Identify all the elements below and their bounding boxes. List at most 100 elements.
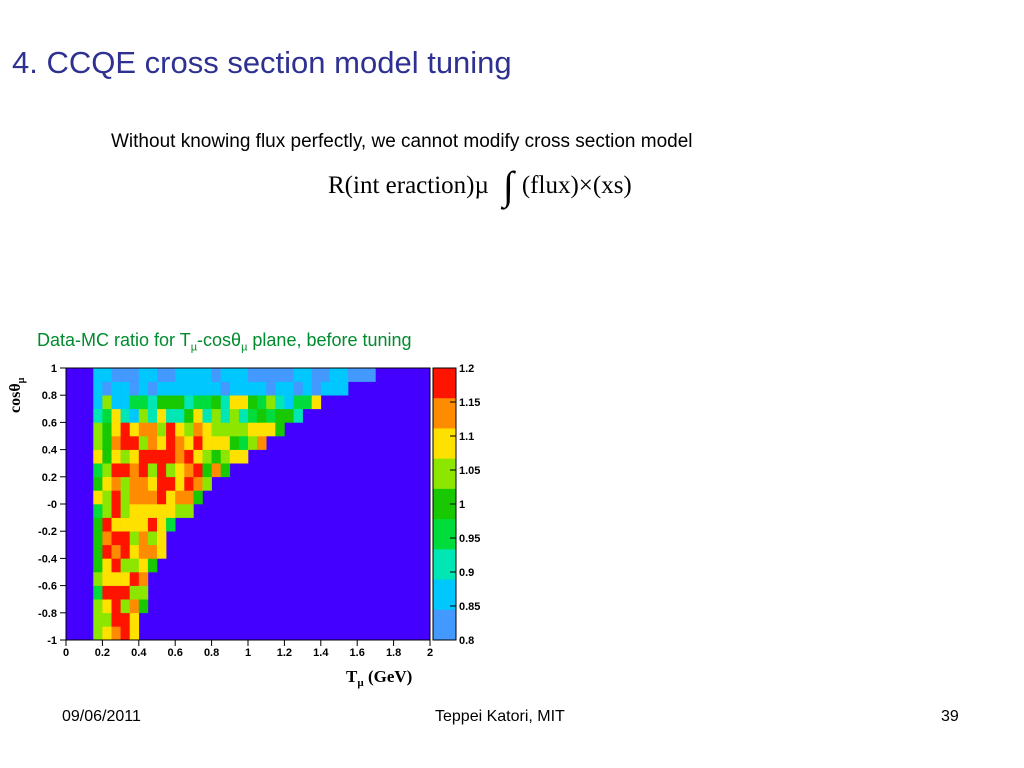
heatmap-cell xyxy=(138,558,149,573)
heatmap-cell xyxy=(211,422,221,437)
formula: R(int eraction)µ ∫ (flux)×(xs) xyxy=(328,166,632,206)
y-tick-label: -0 xyxy=(47,499,57,511)
heatmap-cell xyxy=(211,408,221,423)
colorbar-tick-label: 1.15 xyxy=(459,397,480,409)
heatmap-cell xyxy=(138,463,149,478)
heatmap-cell xyxy=(202,436,212,450)
heatmap-cell xyxy=(129,517,140,532)
formula-left: R(int eraction)µ xyxy=(328,172,489,199)
heatmap-cell xyxy=(248,381,258,396)
heatmap-cell xyxy=(93,572,103,586)
heatmap-cell xyxy=(129,612,140,627)
heatmap-cell xyxy=(138,504,149,518)
heatmap-cell xyxy=(102,490,112,505)
heatmap-cell xyxy=(229,408,240,423)
heatmap-cell xyxy=(184,490,194,505)
heatmap-cell xyxy=(193,449,203,464)
heatmap-cell xyxy=(120,504,130,518)
heatmap-cell xyxy=(129,544,140,559)
y-tick-label: -0.2 xyxy=(38,526,57,538)
heatmap-cell xyxy=(184,463,194,478)
heatmap-cell xyxy=(202,395,212,410)
intro-text: Without knowing flux perfectly, we canno… xyxy=(111,131,693,152)
heatmap-cell xyxy=(120,517,130,532)
heatmap-cell xyxy=(193,476,203,491)
formula-right: (flux)×(xs) xyxy=(521,172,632,199)
heatmap-cell xyxy=(129,381,140,396)
heatmap-cell xyxy=(129,531,140,546)
heatmap-cell xyxy=(93,585,103,600)
heatmap-cell xyxy=(184,476,194,491)
colorbar-tick-label: 1.2 xyxy=(459,363,474,375)
heatmap-cell xyxy=(147,544,158,559)
heatmap-cell xyxy=(320,368,331,382)
heatmap-cell xyxy=(93,395,103,410)
heatmap-cell xyxy=(120,368,130,382)
heatmap-cell xyxy=(184,395,194,410)
heatmap-cell xyxy=(193,436,203,450)
y-tick-label: -0.4 xyxy=(38,553,58,565)
heatmap-cell xyxy=(166,504,176,518)
colorbar: 1.2 1.15 1.1 1.05 1 0.95 0.9 0.85 0.8 xyxy=(432,363,480,647)
heatmap-cell xyxy=(166,436,176,450)
heatmap-cell xyxy=(93,436,103,450)
heatmap-cell xyxy=(102,463,112,478)
heatmap-cell xyxy=(329,381,340,396)
caption-sub1: µ xyxy=(190,341,198,354)
caption-sub2: µ xyxy=(241,341,248,354)
heatmap-cell xyxy=(302,395,312,410)
heatmap-cell xyxy=(220,449,231,464)
heatmap-cell xyxy=(193,395,203,410)
heatmap-cell xyxy=(147,422,158,437)
heatmap-cell xyxy=(175,408,185,423)
heatmap-cell xyxy=(184,436,194,450)
heatmap-cell xyxy=(138,490,149,505)
heatmap-cell xyxy=(129,408,140,423)
heatmap-cell xyxy=(220,463,231,478)
footer-date: 09/06/2011 xyxy=(62,708,141,725)
heatmap-cell xyxy=(220,436,231,450)
heatmap-cell xyxy=(147,517,158,532)
heatmap-cell xyxy=(248,436,258,450)
heatmap-cell xyxy=(166,395,176,410)
colorbar-tick-label: 0.8 xyxy=(459,635,474,647)
y-axis-label-main: cosθ xyxy=(7,383,24,413)
heatmap-cell xyxy=(257,395,267,410)
heatmap-cell xyxy=(111,612,121,627)
colorbar-segment xyxy=(433,579,456,611)
heatmap-cell xyxy=(348,368,358,382)
heatmap-cell xyxy=(184,408,194,423)
heatmap-cell xyxy=(93,476,103,491)
x-tick-label: 0 xyxy=(63,647,69,659)
heatmap-cell xyxy=(129,504,140,518)
heatmap-cell xyxy=(138,572,149,586)
heatmap-cell xyxy=(220,395,231,410)
heatmap-cell xyxy=(147,436,158,450)
heatmap-cell xyxy=(157,476,167,491)
heatmap-cell xyxy=(229,368,240,382)
heatmap-cell xyxy=(102,572,112,586)
heatmap-cell xyxy=(302,381,312,396)
heatmap-cell xyxy=(93,544,103,559)
y-tick-label: 0.4 xyxy=(42,445,58,457)
heatmap-cell xyxy=(175,463,185,478)
heatmap-cell xyxy=(120,626,130,641)
heatmap-cell xyxy=(102,544,112,559)
heatmap-cell xyxy=(102,599,112,614)
x-tick-label: 1 xyxy=(245,647,251,659)
heatmap-cell xyxy=(138,436,149,450)
heatmap-cells xyxy=(66,368,430,641)
heatmap-cell xyxy=(238,436,249,450)
y-tick-label: 0.8 xyxy=(42,390,57,402)
heatmap-cell xyxy=(147,531,158,546)
heatmap-cell xyxy=(111,422,121,437)
heatmap-cell xyxy=(229,436,240,450)
heatmap-cell xyxy=(111,531,121,546)
x-tick-label: 0.8 xyxy=(204,647,219,659)
heatmap-cell xyxy=(138,408,149,423)
heatmap-axes: 1 0.8 0.6 0.4 0.2 -0 -0.2 -0.4 -0.6 -0.8 -1 0 0.2 0.4… xyxy=(38,363,433,659)
heatmap-cell xyxy=(129,558,140,573)
heatmap-cell xyxy=(111,504,121,518)
heatmap-cell xyxy=(293,395,303,410)
heatmap-cell xyxy=(111,408,121,423)
